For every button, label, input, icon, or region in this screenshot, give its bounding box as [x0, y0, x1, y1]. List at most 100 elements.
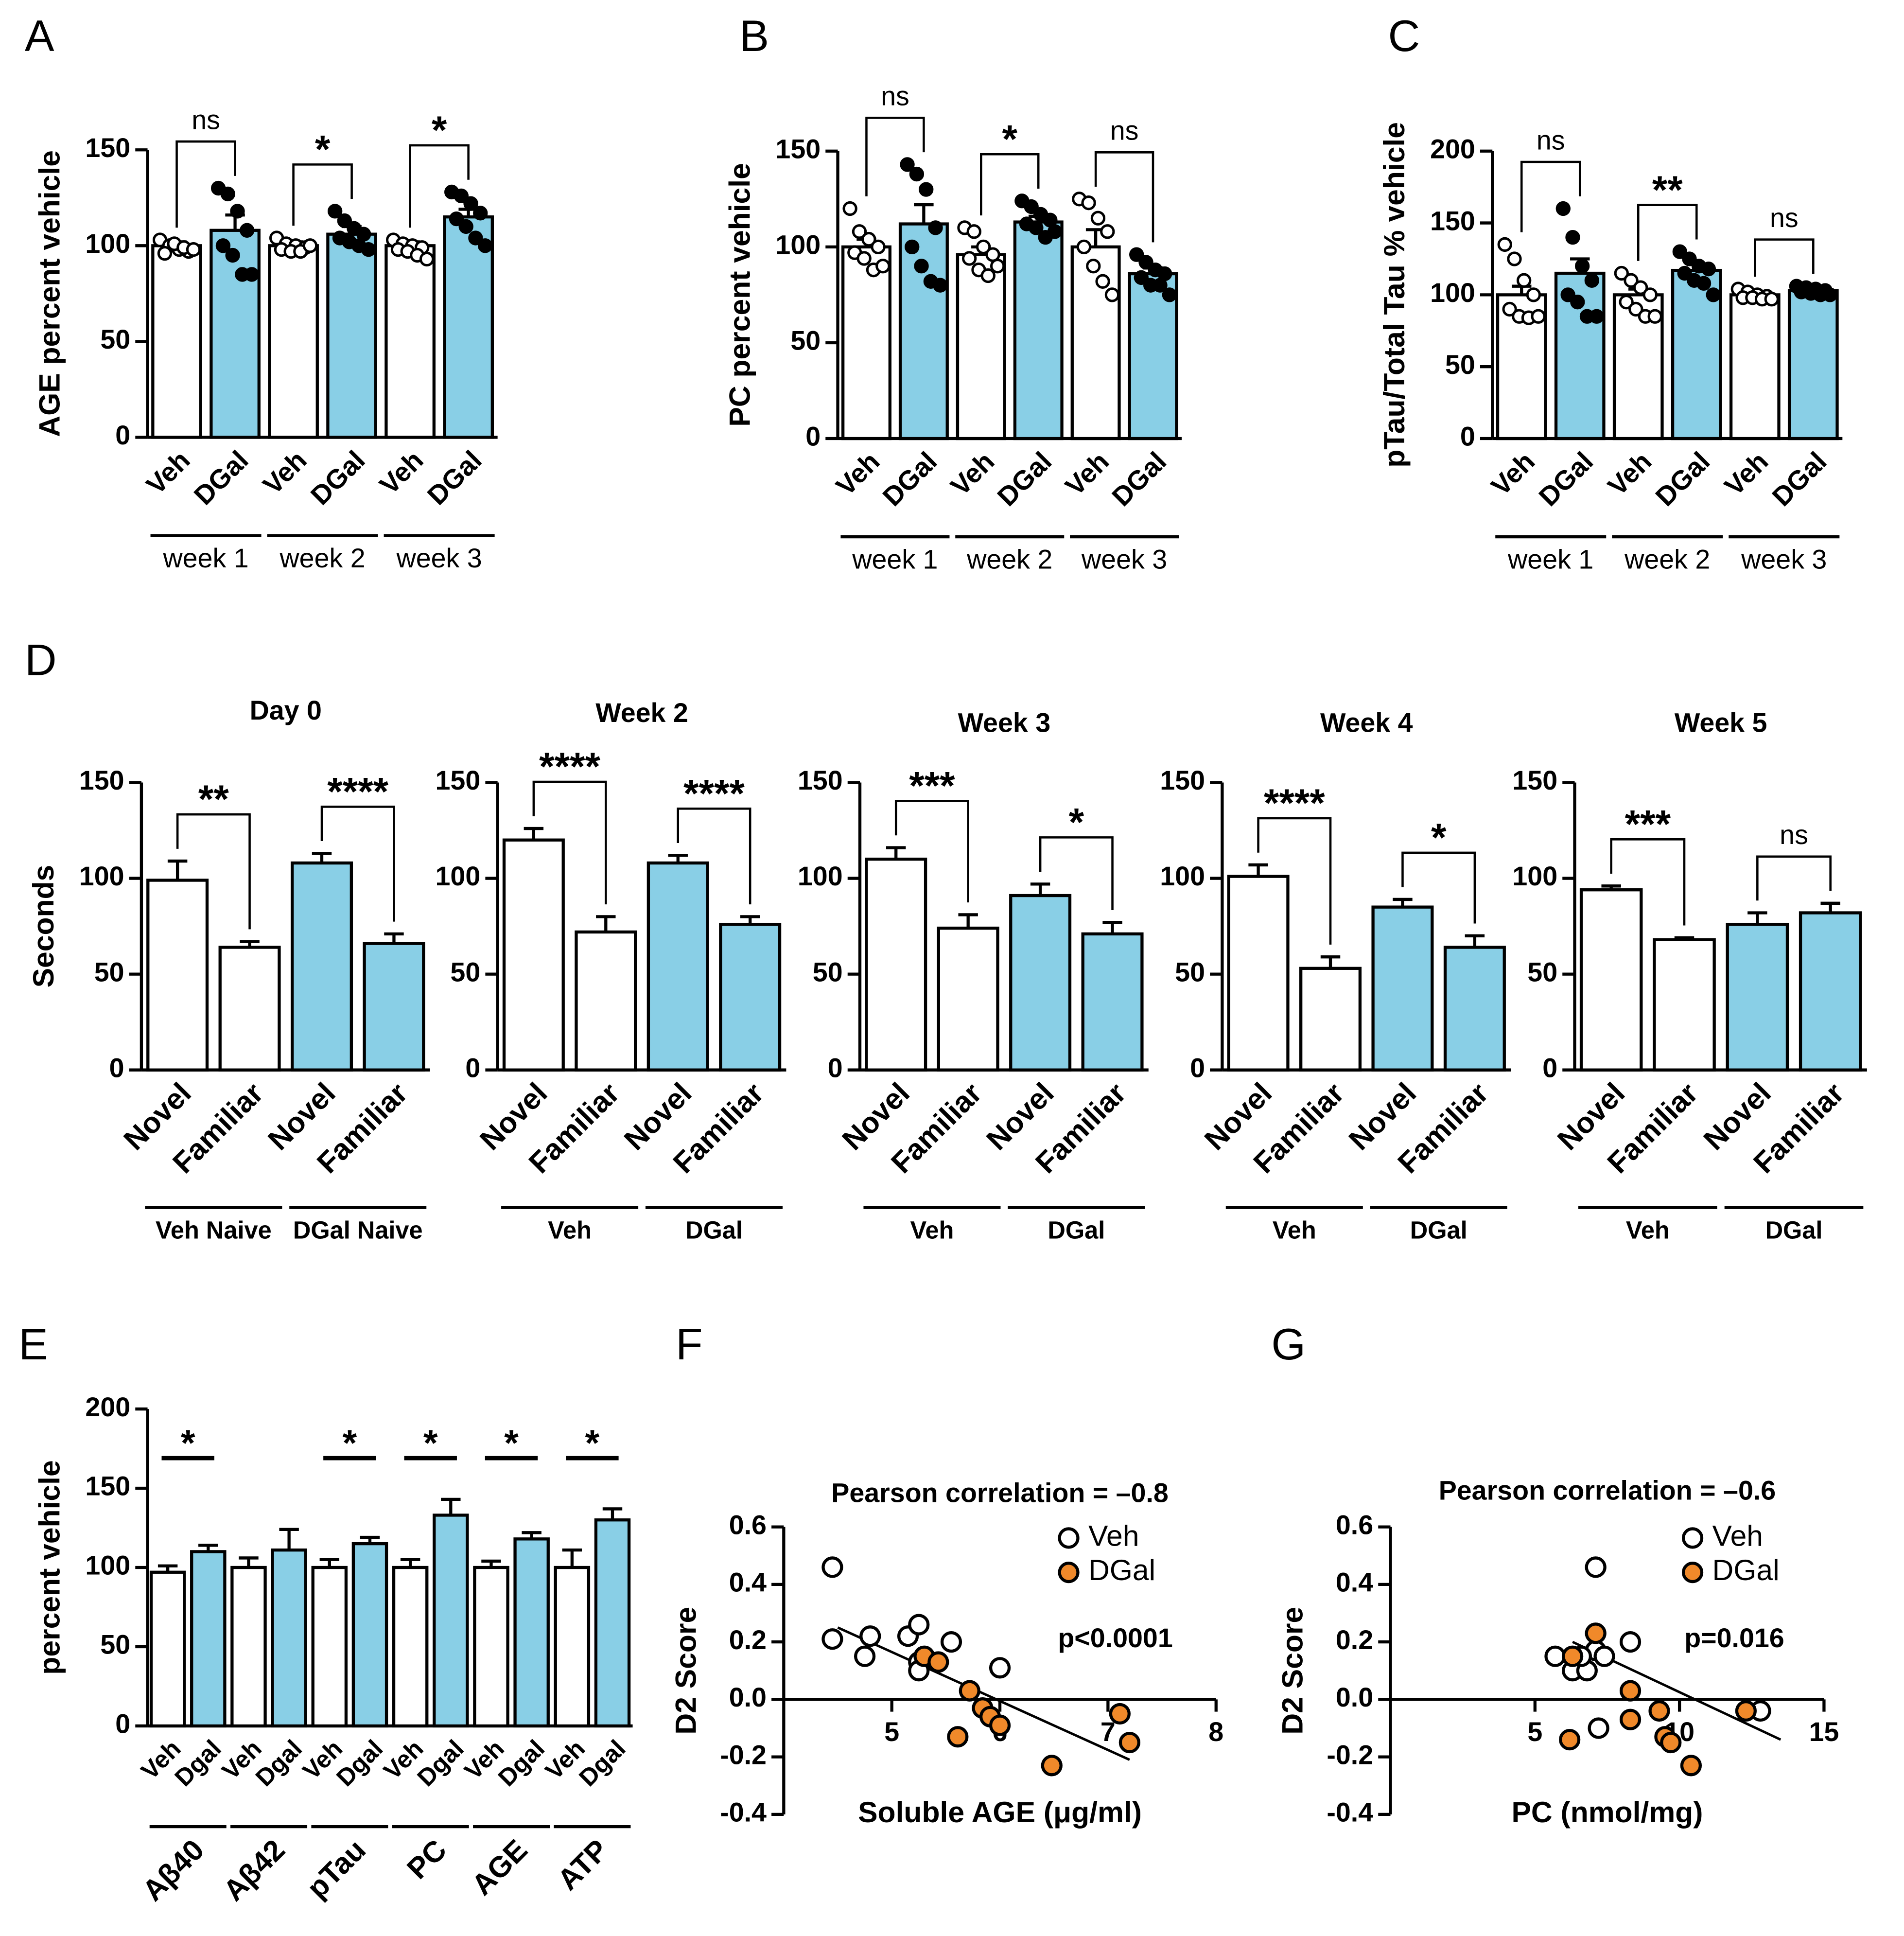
annotation: p=0.016 — [1684, 1623, 1784, 1653]
group-label: AGE — [465, 1833, 534, 1901]
y-tick-label: -0.2 — [720, 1740, 767, 1770]
data-point — [1619, 1708, 1642, 1730]
x-tick-label: DGal — [992, 446, 1058, 512]
bar — [290, 861, 353, 1072]
group-label: week 2 — [279, 543, 366, 573]
significance-bracket — [1257, 817, 1332, 945]
chart-title: Week 5 — [1675, 707, 1767, 738]
x-tick-label: Veh — [830, 446, 886, 501]
significance-bracket — [980, 153, 1040, 216]
data-point — [458, 219, 473, 234]
chart-title: Week 3 — [958, 707, 1051, 738]
error-bar — [198, 1544, 218, 1552]
bar — [1612, 293, 1664, 440]
y-tick-label: 0 — [805, 422, 821, 452]
group-label: pTau — [300, 1833, 372, 1904]
panel-label: E — [18, 1320, 48, 1369]
significance-bracket — [409, 144, 470, 228]
data-point — [961, 251, 977, 266]
panel-label: B — [739, 12, 769, 61]
group-label: DGal — [685, 1216, 743, 1244]
data-point — [244, 267, 260, 282]
bar — [271, 1548, 307, 1728]
bar — [151, 244, 202, 439]
data-point — [1104, 287, 1120, 302]
bar — [326, 232, 377, 439]
group-label: week 1 — [852, 544, 938, 574]
x-tick-label: DGal — [1766, 446, 1833, 512]
data-point — [1118, 1731, 1140, 1754]
y-axis-label: D2 Score — [669, 1607, 702, 1735]
legend-marker — [1681, 1562, 1704, 1584]
chart-title: Week 2 — [595, 698, 688, 728]
data-point — [989, 1657, 1011, 1679]
panel-label: G — [1271, 1320, 1306, 1369]
bar — [1443, 946, 1506, 1072]
x-tick-label: Veh — [140, 445, 196, 500]
y-tick-label: 150 — [85, 1471, 130, 1501]
error-bar — [524, 827, 544, 840]
data-point — [302, 238, 318, 253]
data-point — [477, 238, 493, 253]
annotation: p<0.0001 — [1058, 1623, 1172, 1653]
bar — [1371, 905, 1434, 1072]
error-bar — [1320, 955, 1341, 968]
data-point — [419, 251, 435, 267]
y-tick-label: 50 — [450, 957, 480, 987]
significance-label: ** — [1652, 168, 1683, 212]
data-point — [1086, 259, 1101, 274]
x-tick-label: Veh — [1059, 446, 1115, 501]
y-tick-label: 50 — [100, 1630, 130, 1660]
bar — [841, 245, 891, 440]
data-point — [1584, 273, 1600, 288]
significance-bracket — [1094, 151, 1154, 243]
data-point — [914, 259, 929, 274]
y-tick-label: 0 — [1460, 422, 1475, 452]
y-tick-label: 50 — [1445, 350, 1475, 380]
y-tick-label: 0.0 — [1336, 1682, 1373, 1712]
y-tick-label: 150 — [79, 765, 124, 795]
error-bar — [1465, 934, 1485, 948]
data-point — [1585, 1556, 1607, 1578]
error-bar — [522, 1531, 542, 1539]
panel-label: F — [676, 1320, 703, 1369]
data-point — [1531, 309, 1546, 324]
data-point — [1624, 273, 1639, 288]
data-point — [927, 1651, 949, 1673]
y-tick-label: 100 — [1160, 861, 1205, 891]
y-axis-label: D2 Score — [1275, 1607, 1309, 1735]
y-tick-label: 100 — [775, 230, 821, 260]
data-point — [1672, 244, 1687, 259]
data-point — [186, 242, 201, 257]
y-tick-label: 0.2 — [729, 1625, 767, 1655]
group-label: week 1 — [163, 543, 249, 573]
panel-label: D — [25, 635, 57, 685]
significance-bracket — [532, 780, 607, 905]
legend-marker — [1058, 1562, 1080, 1584]
significance-label: ns — [192, 105, 220, 135]
significance-label: ns — [1110, 116, 1139, 146]
y-tick-label: 50 — [1175, 957, 1205, 987]
significance-label: ns — [1537, 125, 1565, 155]
error-bar — [279, 1528, 299, 1550]
bar — [1726, 922, 1789, 1072]
data-point — [1129, 247, 1144, 262]
group-label: Veh Naive — [156, 1216, 272, 1244]
significance-label: ** — [198, 777, 229, 821]
legend-marker — [1681, 1527, 1704, 1549]
y-tick-label: 200 — [1430, 134, 1475, 164]
error-bar — [740, 915, 760, 925]
error-bar — [1393, 898, 1413, 907]
data-point — [1680, 1755, 1702, 1777]
bar — [937, 926, 999, 1072]
error-bar — [562, 1548, 582, 1568]
error-bar — [914, 203, 934, 224]
bar — [1013, 220, 1064, 440]
data-point — [361, 242, 376, 257]
error-bar — [312, 852, 332, 863]
data-point — [1562, 1645, 1584, 1667]
bar — [1579, 888, 1643, 1072]
data-point — [959, 1680, 980, 1702]
y-tick-label: 0 — [109, 1053, 124, 1083]
